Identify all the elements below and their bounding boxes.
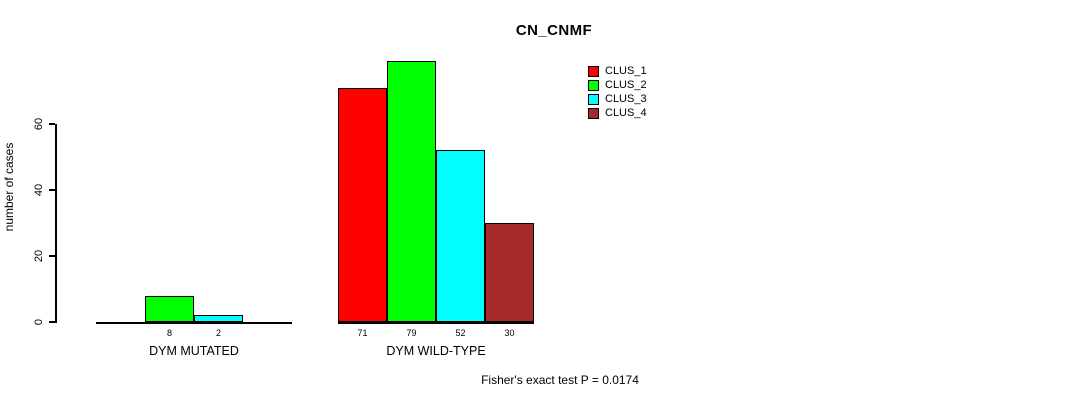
legend: CLUS_1 CLUS_2 CLUS_3 CLUS_4 xyxy=(588,64,647,120)
legend-item-clus_2: CLUS_2 xyxy=(588,78,647,92)
legend-item-clus_4: CLUS_4 xyxy=(588,106,647,120)
x-axis-group-label: DYM MUTATED xyxy=(149,344,239,358)
legend-swatch-icon xyxy=(588,107,599,119)
x-axis-baseline xyxy=(96,322,292,324)
x-axis-baseline xyxy=(338,322,534,324)
bar-clus_3 xyxy=(194,315,243,322)
y-axis-tick xyxy=(49,189,55,191)
x-axis-group-label: DYM WILD-TYPE xyxy=(386,344,486,358)
legend-swatch-icon xyxy=(588,93,599,105)
y-axis-line xyxy=(55,124,57,323)
y-axis-tick xyxy=(49,123,55,125)
stat-annotation: Fisher's exact test P = 0.0174 xyxy=(481,373,639,387)
bar-value-label: 2 xyxy=(215,328,222,338)
legend-label: CLUS_2 xyxy=(605,79,647,91)
bar-clus_2 xyxy=(145,295,194,322)
y-axis-tick-label: 60 xyxy=(33,117,45,131)
bar-value-label: 52 xyxy=(455,328,466,338)
legend-item-clus_3: CLUS_3 xyxy=(588,92,647,106)
legend-item-clus_1: CLUS_1 xyxy=(588,64,647,78)
bar-value-label: 8 xyxy=(166,328,173,338)
bar-clus_2 xyxy=(387,61,436,322)
legend-label: CLUS_3 xyxy=(605,93,647,105)
bar-clus_1 xyxy=(338,87,387,322)
legend-swatch-icon xyxy=(588,79,599,91)
legend-label: CLUS_1 xyxy=(605,65,647,77)
y-axis-tick-label: 40 xyxy=(33,183,45,197)
y-axis-tick xyxy=(49,255,55,257)
y-axis-tick-label: 0 xyxy=(33,318,45,326)
chart-title: CN_CNMF xyxy=(515,22,593,39)
bar-value-label: 30 xyxy=(504,328,515,338)
bar-clus_3 xyxy=(436,150,485,322)
y-axis-tick-label: 20 xyxy=(33,249,45,263)
y-axis-tick xyxy=(49,321,55,323)
legend-label: CLUS_4 xyxy=(605,107,647,119)
legend-swatch-icon xyxy=(588,65,599,77)
bar-clus_4 xyxy=(485,223,534,322)
y-axis-title: number of cases xyxy=(2,142,16,232)
bar-value-label: 71 xyxy=(357,328,368,338)
bar-value-label: 79 xyxy=(406,328,417,338)
